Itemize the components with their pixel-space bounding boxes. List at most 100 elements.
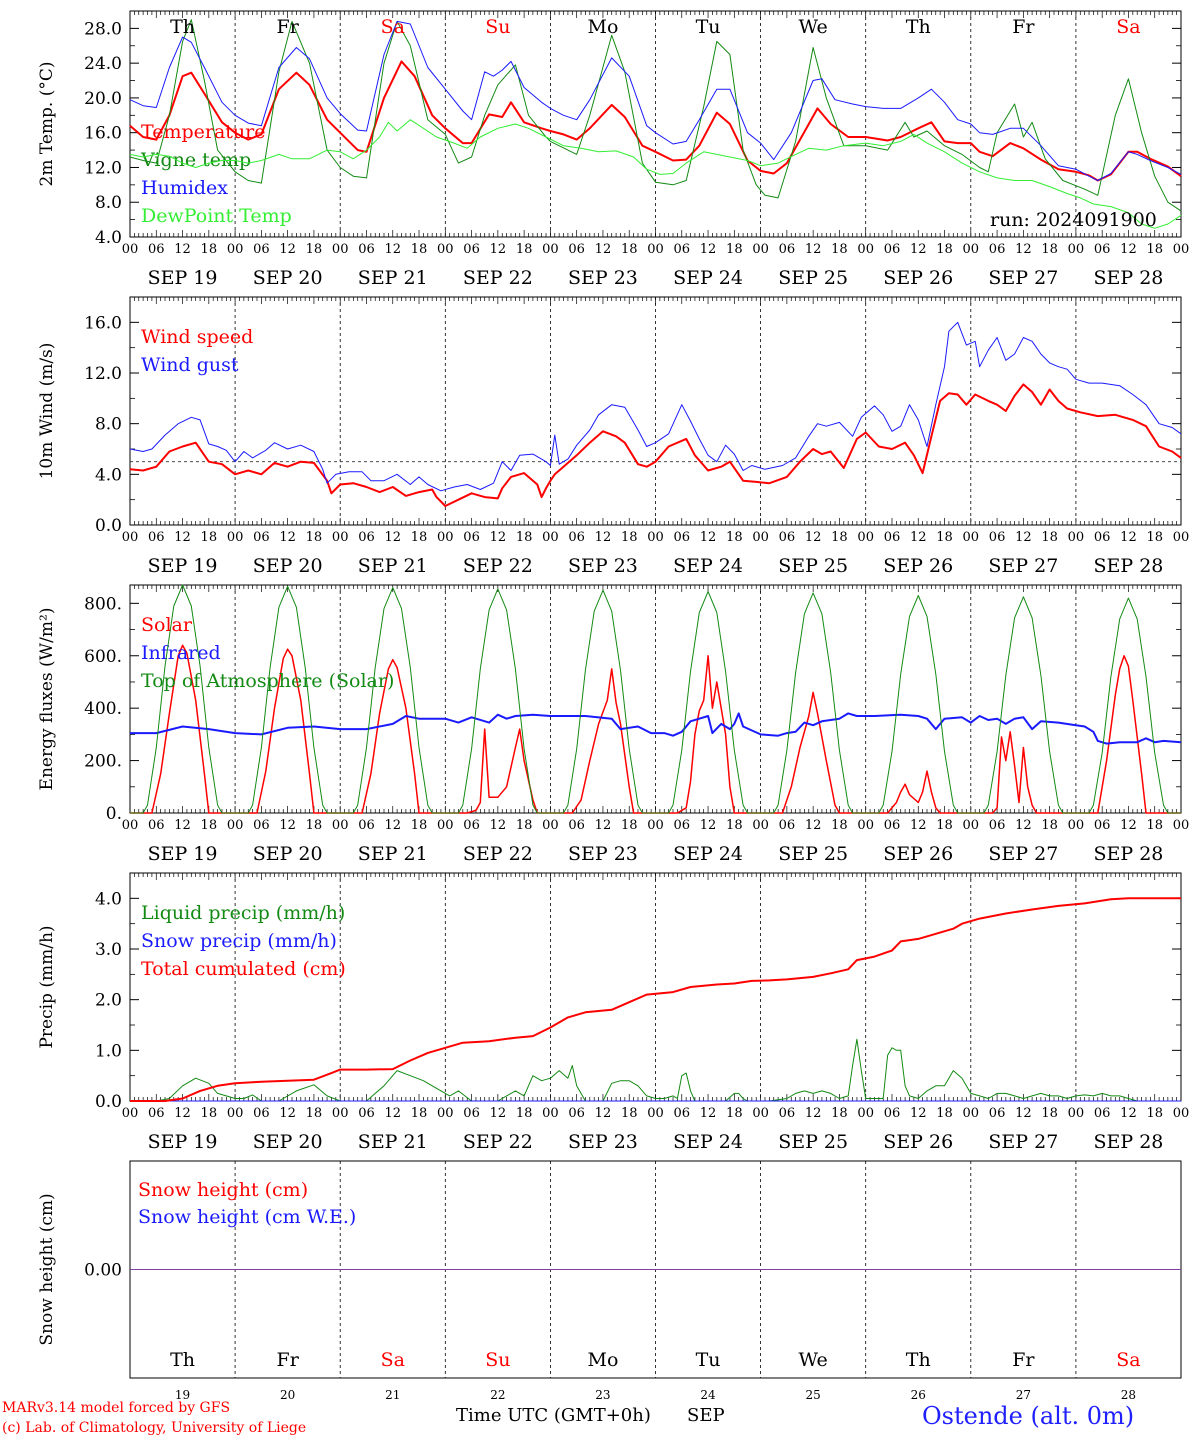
hour-tick-label: 06 (1094, 242, 1111, 257)
hour-tick-label: 12 (700, 818, 717, 833)
hour-tick-label: 12 (910, 530, 927, 545)
hour-tick-label: 00 (752, 242, 769, 257)
hour-tick-label: 12 (279, 818, 296, 833)
hour-tick-label: 06 (779, 818, 796, 833)
hour-tick-label: 18 (411, 242, 428, 257)
hour-tick-label: 12 (700, 1106, 717, 1121)
hour-tick-label: 18 (621, 530, 638, 545)
x-axis-month: SEP (687, 1405, 725, 1426)
y-tick-label: 0.0 (95, 516, 122, 536)
hour-tick-label: 06 (358, 530, 375, 545)
date-label: SEP 26 (883, 267, 953, 289)
hour-tick-label: 00 (1173, 242, 1190, 257)
date-label: SEP 24 (673, 1131, 743, 1153)
hour-tick-label: 18 (306, 242, 323, 257)
legend-entry: Wind speed (141, 326, 253, 348)
hour-tick-label: 06 (884, 818, 901, 833)
y-tick-label: 4.0 (95, 889, 122, 909)
legend-entry: Snow precip (mm/h) (141, 930, 337, 952)
date-label: SEP 19 (148, 267, 218, 289)
weekday-label: Fr (277, 16, 300, 38)
date-label: SEP 19 (148, 1131, 218, 1153)
hour-tick-label: 18 (411, 530, 428, 545)
weekday-label: Th (170, 16, 195, 38)
hour-tick-label: 00 (332, 1106, 349, 1121)
hour-tick-label: 18 (516, 818, 533, 833)
hour-tick-label: 00 (963, 242, 980, 257)
run-label: run: 2024091900 (990, 209, 1157, 231)
hour-tick-label: 00 (542, 1106, 559, 1121)
hour-tick-label: 00 (227, 242, 244, 257)
hour-tick-label: 18 (201, 818, 218, 833)
hour-tick-label: 18 (621, 1106, 638, 1121)
day-number-label: 20 (280, 1388, 295, 1402)
day-number-label: 24 (700, 1388, 716, 1402)
date-label: SEP 24 (673, 267, 743, 289)
date-label: SEP 20 (253, 555, 323, 577)
weekday-label: Sa (1116, 1349, 1140, 1371)
hour-tick-label: 06 (674, 242, 691, 257)
legend-entry: Temperature (141, 121, 265, 143)
hour-tick-label: 12 (174, 1106, 191, 1121)
day-number-label: 21 (385, 1388, 400, 1402)
hour-tick-label: 12 (174, 242, 191, 257)
y-tick-label: 800. (84, 594, 122, 614)
weekday-label: Mo (587, 16, 618, 38)
y-tick-label: 3.0 (95, 940, 122, 960)
date-label: SEP 27 (988, 843, 1058, 865)
date-label: SEP 20 (253, 1131, 323, 1153)
hour-tick-label: 12 (384, 1106, 401, 1121)
legend-entry: Snow height (cm W.E.) (138, 1206, 356, 1228)
hour-tick-label: 12 (279, 1106, 296, 1121)
hour-tick-label: 00 (227, 818, 244, 833)
hour-tick-label: 06 (884, 1106, 901, 1121)
weekday-label: We (799, 16, 828, 38)
y-tick-label: 12.0 (84, 364, 122, 384)
hour-tick-label: 12 (1015, 1106, 1032, 1121)
date-label: SEP 23 (568, 267, 638, 289)
hour-tick-label: 06 (1094, 818, 1111, 833)
hour-tick-label: 18 (306, 818, 323, 833)
hour-tick-label: 00 (542, 530, 559, 545)
chart-panel-2: 00 06 12 18 SEP 19 00 06 12 18 SEP 20 00 06 12 18 SEP … (37, 296, 1189, 577)
y-tick-label: 20.0 (84, 89, 122, 109)
y-axis-label: 2m Temp. (°C) (37, 61, 57, 186)
hour-tick-label: 00 (1068, 1106, 1085, 1121)
hour-tick-label: 06 (463, 818, 480, 833)
y-tick-label: 400. (84, 699, 122, 719)
hour-tick-label: 06 (568, 242, 585, 257)
weekday-label: Su (485, 1349, 510, 1371)
day-number-label: 19 (175, 1388, 190, 1402)
hour-tick-label: 12 (490, 818, 507, 833)
weekday-label: We (799, 1349, 828, 1371)
hour-tick-label: 00 (332, 530, 349, 545)
hour-tick-label: 06 (1094, 1106, 1111, 1121)
date-label: SEP 24 (673, 843, 743, 865)
chart-panel-1: 00 06 12 18 SEP 19 00 06 12 18 SEP 20 00 06 12 18 SEP … (37, 10, 1190, 289)
series-line-top-of-atmosphere-solar- (130, 584, 1181, 814)
hour-tick-label: 00 (542, 818, 559, 833)
hour-tick-label: 06 (463, 530, 480, 545)
day-number-label: 23 (595, 1388, 610, 1402)
series-line-total-cumulated-cm- (130, 897, 1181, 1102)
hour-tick-label: 12 (490, 530, 507, 545)
hour-tick-label: 18 (411, 1106, 428, 1121)
weekday-label: Fr (277, 1349, 300, 1371)
hour-tick-label: 18 (621, 242, 638, 257)
hour-tick-label: 18 (201, 530, 218, 545)
date-label: SEP 25 (778, 267, 848, 289)
day-number-label: 28 (1121, 1388, 1136, 1402)
hour-tick-label: 12 (1120, 530, 1137, 545)
lab-credit: (c) Lab. of Climatology, University of L… (2, 1420, 307, 1436)
hour-tick-label: 06 (779, 530, 796, 545)
hour-tick-label: 00 (752, 1106, 769, 1121)
date-label: SEP 27 (988, 555, 1058, 577)
hour-tick-label: 00 (1068, 530, 1085, 545)
weekday-label: Th (906, 16, 931, 38)
hour-tick-label: 00 (122, 530, 139, 545)
weekday-label: Sa (1116, 16, 1140, 38)
hour-tick-label: 00 (437, 242, 454, 257)
hour-tick-label: 06 (148, 530, 165, 545)
date-label: SEP 20 (253, 267, 323, 289)
legend-entry: Infrared (141, 642, 221, 664)
